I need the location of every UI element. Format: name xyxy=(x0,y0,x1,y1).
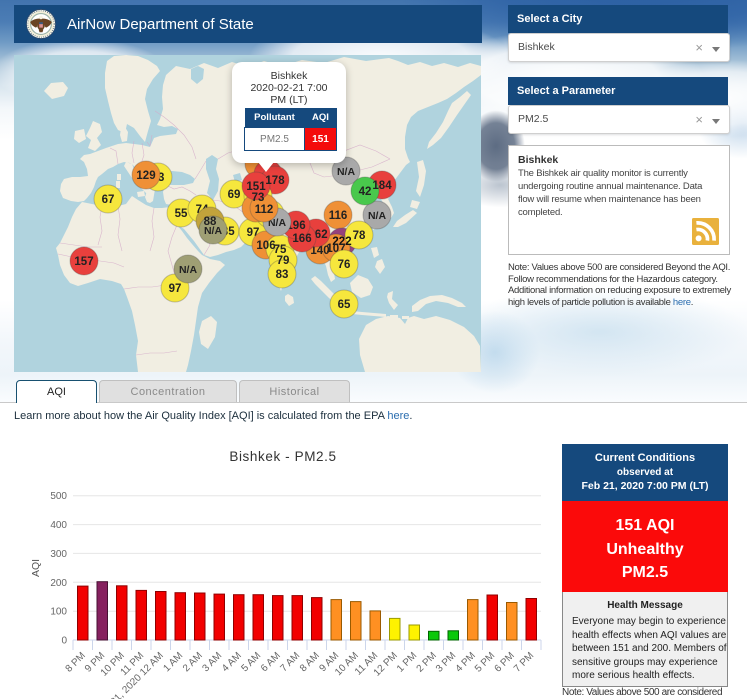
svg-text:N/A: N/A xyxy=(337,166,356,178)
svg-text:65: 65 xyxy=(338,299,351,311)
svg-text:300: 300 xyxy=(50,549,67,560)
svg-text:222: 222 xyxy=(332,236,351,248)
svg-text:6 PM: 6 PM xyxy=(493,650,517,674)
svg-text:7 PM: 7 PM xyxy=(512,650,536,674)
svg-text:78: 78 xyxy=(353,230,366,242)
svg-text:3 AM: 3 AM xyxy=(200,650,224,674)
svg-text:55: 55 xyxy=(175,208,188,220)
svg-text:6 AM: 6 AM xyxy=(259,650,283,674)
svg-text:5 PM: 5 PM xyxy=(473,650,497,674)
svg-text:178: 178 xyxy=(265,175,285,187)
svg-text:4 PM: 4 PM xyxy=(454,650,478,674)
svg-text:8 AM: 8 AM xyxy=(298,650,322,674)
svg-text:N/A: N/A xyxy=(268,217,287,229)
svg-text:3 PM: 3 PM xyxy=(434,650,458,674)
svg-text:106: 106 xyxy=(256,240,275,252)
svg-text:7 AM: 7 AM xyxy=(278,650,302,674)
svg-text:83: 83 xyxy=(276,269,289,281)
svg-text:75: 75 xyxy=(274,244,287,256)
svg-text:79: 79 xyxy=(277,255,290,267)
svg-text:69: 69 xyxy=(228,189,241,201)
svg-text:184: 184 xyxy=(372,180,392,192)
svg-text:76: 76 xyxy=(338,259,351,271)
svg-text:N/A: N/A xyxy=(179,264,198,276)
svg-text:73: 73 xyxy=(252,192,265,204)
svg-text:196: 196 xyxy=(286,220,305,232)
svg-text:400: 400 xyxy=(50,520,67,531)
svg-text:166: 166 xyxy=(292,233,311,245)
svg-text:140: 140 xyxy=(310,245,329,257)
svg-text:97: 97 xyxy=(169,283,182,295)
svg-text:1 PM: 1 PM xyxy=(395,650,419,674)
svg-text:200: 200 xyxy=(50,578,67,589)
svg-text:157: 157 xyxy=(74,256,93,268)
svg-text:N/A: N/A xyxy=(204,225,223,237)
svg-text:N/A: N/A xyxy=(368,210,387,222)
svg-text:151: 151 xyxy=(246,181,266,193)
svg-text:67: 67 xyxy=(102,194,115,206)
svg-text:112: 112 xyxy=(255,204,274,216)
svg-text:2 AM: 2 AM xyxy=(181,650,205,674)
svg-text:8 PM: 8 PM xyxy=(64,650,88,674)
svg-text:116: 116 xyxy=(329,210,348,222)
svg-text:Bishkek - PM2.5: Bishkek - PM2.5 xyxy=(229,449,336,464)
svg-text:129: 129 xyxy=(136,170,155,182)
svg-text:88: 88 xyxy=(204,216,217,228)
svg-text:42: 42 xyxy=(359,186,372,198)
svg-text:100: 100 xyxy=(50,607,67,618)
svg-text:1 AM: 1 AM xyxy=(161,650,185,674)
svg-text:2 PM: 2 PM xyxy=(415,650,439,674)
svg-text:0: 0 xyxy=(61,636,67,647)
svg-text:5 AM: 5 AM xyxy=(239,650,263,674)
svg-text:AQI: AQI xyxy=(30,559,42,577)
svg-text:4 AM: 4 AM xyxy=(220,650,244,674)
svg-text:500: 500 xyxy=(50,491,67,502)
